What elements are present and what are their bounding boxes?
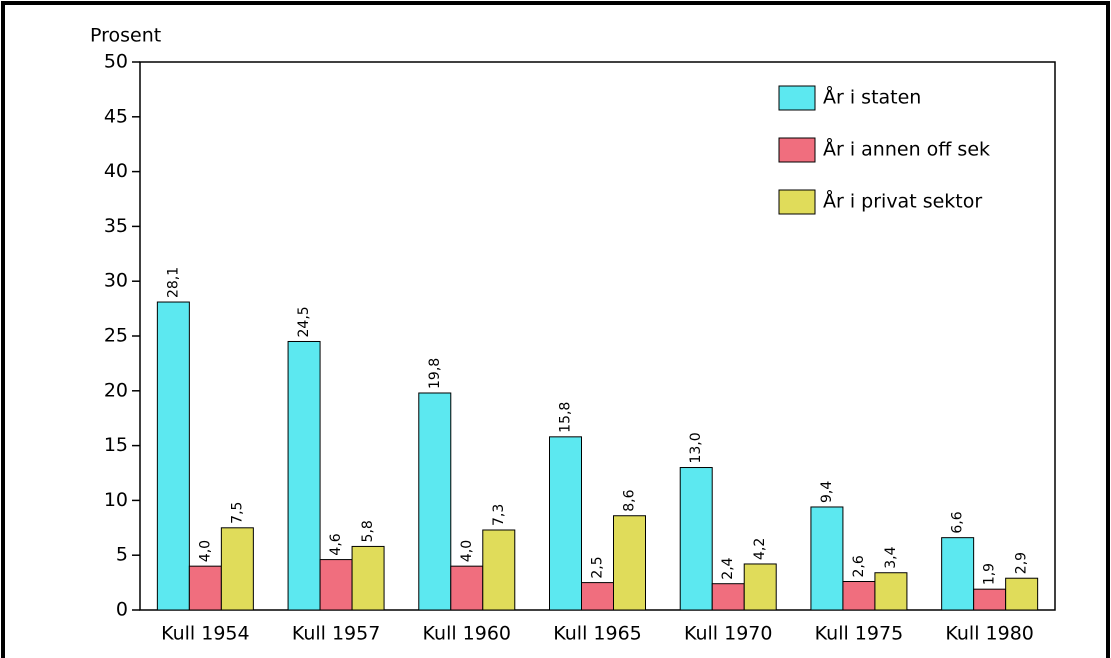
value-label: 4,2 (752, 538, 768, 560)
value-label: 4,6 (328, 533, 344, 555)
y-tick-label: 5 (116, 544, 128, 566)
y-tick-label: 35 (104, 215, 128, 237)
value-label: 13,0 (688, 432, 704, 463)
x-tick-label: Kull 1980 (945, 623, 1034, 645)
bar (842, 581, 876, 611)
y-tick-label: 30 (104, 270, 128, 292)
value-label: 24,5 (296, 306, 312, 337)
bar (351, 545, 385, 611)
y-tick-label: 0 (116, 599, 128, 621)
x-tick-label: Kull 1957 (292, 623, 381, 645)
x-tick-label: Kull 1960 (423, 623, 512, 645)
bar (941, 537, 975, 611)
value-label: 4,0 (459, 540, 475, 562)
value-label: 7,3 (491, 504, 507, 526)
bar (319, 559, 353, 611)
value-label: 1,9 (982, 563, 998, 585)
value-label: 7,5 (229, 502, 245, 524)
bar (482, 529, 516, 611)
value-label: 3,4 (883, 546, 899, 568)
value-label: 2,6 (851, 555, 867, 577)
y-tick-label: 15 (104, 434, 128, 456)
x-tick-label: Kull 1965 (553, 623, 642, 645)
bar (810, 506, 844, 611)
legend-swatch (778, 189, 816, 215)
value-label: 8,6 (622, 489, 638, 511)
value-label: 2,5 (590, 556, 606, 578)
bar (711, 583, 745, 611)
legend-swatch (778, 137, 816, 163)
legend-label: År i staten (823, 86, 921, 109)
bar (581, 582, 614, 611)
x-tick-label: Kull 1970 (684, 623, 773, 645)
bar (418, 392, 452, 611)
bar (156, 301, 190, 611)
value-label: 9,4 (819, 481, 835, 503)
value-label: 28,1 (165, 267, 181, 298)
legend-swatch (778, 85, 816, 111)
legend-label: År i privat sektor (823, 190, 982, 213)
bar (450, 565, 484, 611)
bar (973, 588, 1007, 611)
legend-label: År i annen off sek (823, 138, 990, 161)
y-tick-label: 10 (104, 489, 128, 511)
bar (188, 565, 222, 611)
bar (549, 436, 582, 611)
y-axis-label: Prosent (90, 25, 161, 47)
y-tick-label: 25 (104, 325, 128, 347)
bar (287, 340, 321, 611)
value-label: 4,0 (197, 540, 213, 562)
y-tick-label: 45 (104, 105, 128, 127)
value-label: 6,6 (950, 511, 966, 533)
y-tick-label: 20 (104, 379, 128, 401)
bar (679, 467, 713, 611)
value-label: 15,8 (558, 402, 574, 433)
value-label: 19,8 (427, 358, 443, 389)
y-tick-label: 40 (104, 160, 128, 182)
bar (874, 572, 908, 611)
bar (220, 527, 254, 611)
bar (743, 563, 777, 611)
y-tick-label: 50 (104, 51, 128, 73)
bar (1005, 577, 1039, 611)
value-label: 5,8 (360, 520, 376, 542)
value-label: 2,9 (1014, 552, 1030, 574)
x-tick-label: Kull 1975 (815, 623, 904, 645)
bar (613, 515, 646, 611)
x-tick-label: Kull 1954 (161, 623, 250, 645)
value-label: 2,4 (720, 557, 736, 579)
